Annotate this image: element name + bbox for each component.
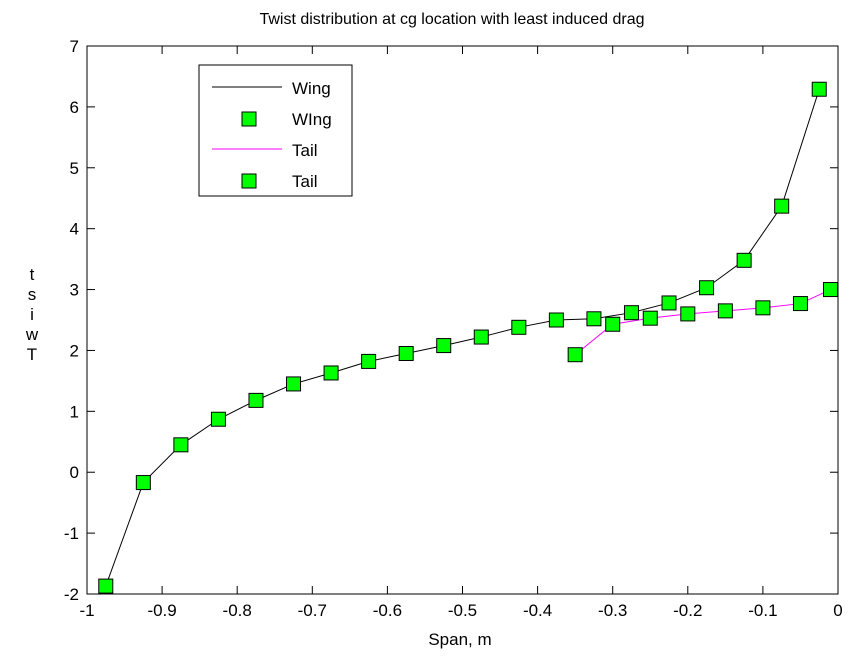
series-point-tail xyxy=(717,303,733,319)
chart-title: Twist distribution at cg location with l… xyxy=(259,11,644,28)
series-point-tail xyxy=(680,306,696,322)
legend-label: Tail xyxy=(292,172,318,191)
series-point-wing xyxy=(811,81,827,97)
legend-marker-swatch xyxy=(241,111,257,127)
series-point-wing xyxy=(323,365,339,381)
x-axis-label: Span, m xyxy=(428,630,491,649)
series-point-wing xyxy=(248,392,264,408)
y-axis-label-letter: t xyxy=(30,265,35,284)
series-point-wing xyxy=(135,475,151,491)
x-tick-label: -0.5 xyxy=(448,601,477,620)
series-point-tail xyxy=(822,282,838,298)
y-tick-label: 2 xyxy=(70,341,79,360)
x-tick-label: -0.7 xyxy=(298,601,327,620)
series-point-wing xyxy=(210,411,226,427)
y-axis-label-letter: i xyxy=(30,305,34,324)
y-tick-label: 5 xyxy=(70,159,79,178)
series-point-wing xyxy=(586,311,602,327)
series-point-wing xyxy=(173,437,189,453)
y-axis-label-letter: w xyxy=(25,325,39,344)
series-point-wing xyxy=(661,295,677,311)
series-point-wing xyxy=(511,319,527,335)
y-tick-label: 0 xyxy=(70,463,79,482)
y-tick-label: -1 xyxy=(64,524,79,543)
legend-label: Wing xyxy=(292,79,331,98)
series-point-tail xyxy=(642,310,658,326)
y-tick-label: 7 xyxy=(70,37,79,56)
y-axis-label-letter: s xyxy=(28,285,37,304)
series-point-wing xyxy=(361,353,377,369)
x-tick-label: -0.3 xyxy=(598,601,627,620)
series-point-wing xyxy=(98,578,114,594)
x-tick-label: 0 xyxy=(833,601,842,620)
x-tick-label: -0.9 xyxy=(147,601,176,620)
y-axis: -2 -1 0 1 2 3 4 5 6 7 xyxy=(64,37,838,604)
y-tick-label: 3 xyxy=(70,281,79,300)
series-point-wing xyxy=(286,376,302,392)
series-point-wing xyxy=(436,338,452,354)
x-tick-label: -0.8 xyxy=(223,601,252,620)
x-tick-label: -1 xyxy=(79,601,94,620)
y-tick-label: 6 xyxy=(70,98,79,117)
y-axis-label-letter: T xyxy=(27,345,37,364)
legend: Wing WIng Tail Tail xyxy=(198,64,353,197)
series-point-wing xyxy=(548,312,564,328)
series-point-wing xyxy=(774,198,790,214)
x-tick-label: -0.1 xyxy=(748,601,777,620)
legend-marker-swatch xyxy=(241,173,257,189)
series-markers xyxy=(98,81,838,594)
series-point-wing xyxy=(699,280,715,296)
series-point-tail xyxy=(792,296,808,312)
x-tick-label: -0.2 xyxy=(673,601,702,620)
x-axis: -1 -0.9 -0.8 -0.7 -0.6 -0.5 -0.4 -0.3 -0.2 -0.1 0 xyxy=(79,46,843,620)
series-point-tail xyxy=(605,316,621,332)
series-point-wing xyxy=(473,329,489,345)
series-point-tail xyxy=(755,300,771,316)
x-tick-label: -0.4 xyxy=(523,601,552,620)
y-tick-label: 1 xyxy=(70,402,79,421)
y-tick-label: -2 xyxy=(64,585,79,604)
series-point-wing xyxy=(398,345,414,361)
series-point-wing xyxy=(736,252,752,268)
x-tick-label: -0.6 xyxy=(373,601,402,620)
legend-label: WIng xyxy=(292,110,332,129)
series-point-wing xyxy=(623,305,639,321)
legend-label: Tail xyxy=(292,141,318,160)
y-tick-label: 4 xyxy=(70,220,79,239)
series-point-tail xyxy=(567,347,583,363)
